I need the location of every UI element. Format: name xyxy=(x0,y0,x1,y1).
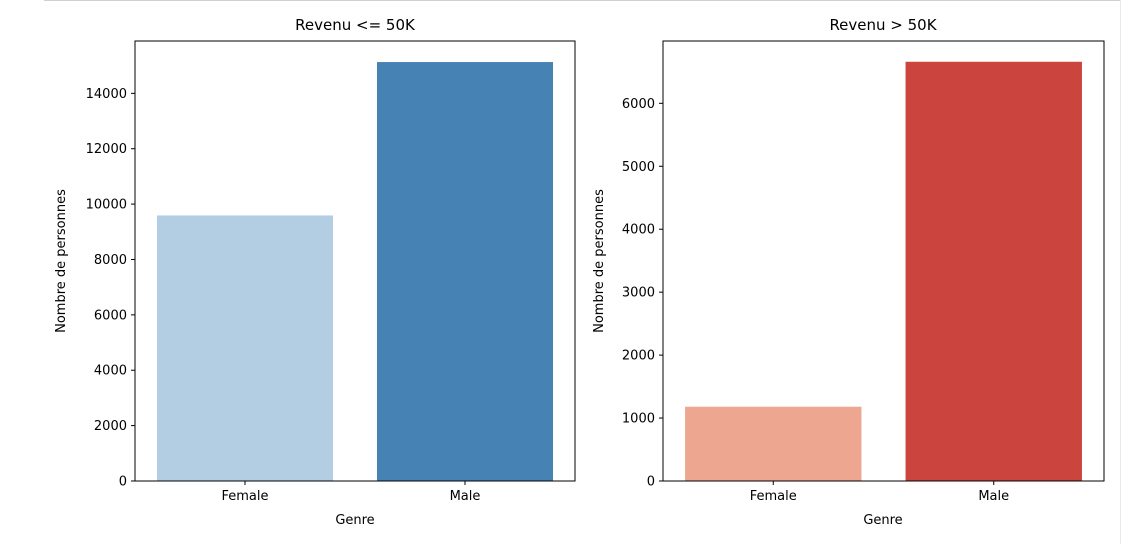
y-tick-label: 1000 xyxy=(622,412,655,427)
x-tick-label: Male xyxy=(450,489,481,504)
x-tick-label: Female xyxy=(750,489,797,504)
y-tick-label: 6000 xyxy=(622,97,655,112)
y-tick-label: 6000 xyxy=(94,308,127,323)
top-divider xyxy=(44,0,1120,1)
chart-title: Revenu <= 50K xyxy=(295,16,416,34)
y-tick-label: 12000 xyxy=(86,142,127,157)
plot-frame xyxy=(134,40,576,482)
y-tick-label: 0 xyxy=(647,475,655,490)
bar-female xyxy=(685,406,862,481)
y-tick-label: 2000 xyxy=(94,419,127,434)
chart-left: Revenu <= 50K Genre Nombre de personnes … xyxy=(54,16,576,528)
y-tick-label: 0 xyxy=(119,475,127,490)
chart-right: Revenu > 50K Genre Nombre de personnes F… xyxy=(592,16,1105,528)
y-tick-label: 10000 xyxy=(86,198,127,213)
y-tick-label: 4000 xyxy=(622,223,655,238)
chart-title: Revenu > 50K xyxy=(829,16,937,34)
y-tick-label: 14000 xyxy=(86,87,127,102)
right-divider xyxy=(1120,0,1121,544)
y-axis-label: Nombre de personnes xyxy=(592,189,607,333)
y-tick-label: 3000 xyxy=(622,286,655,301)
x-tick-label: Male xyxy=(978,489,1009,504)
x-axis-label: Genre xyxy=(335,513,374,528)
y-tick-label: 5000 xyxy=(622,160,655,175)
y-tick-label: 4000 xyxy=(94,364,127,379)
plot-frame xyxy=(662,40,1105,482)
y-tick-label: 8000 xyxy=(94,253,127,268)
y-tick-label: 2000 xyxy=(622,349,655,364)
x-tick-label: Female xyxy=(221,489,268,504)
bar-male xyxy=(377,62,553,482)
x-axis-label: Genre xyxy=(863,513,902,528)
bar-female xyxy=(157,215,333,481)
bar-male xyxy=(905,61,1082,482)
y-axis-label: Nombre de personnes xyxy=(54,189,69,333)
